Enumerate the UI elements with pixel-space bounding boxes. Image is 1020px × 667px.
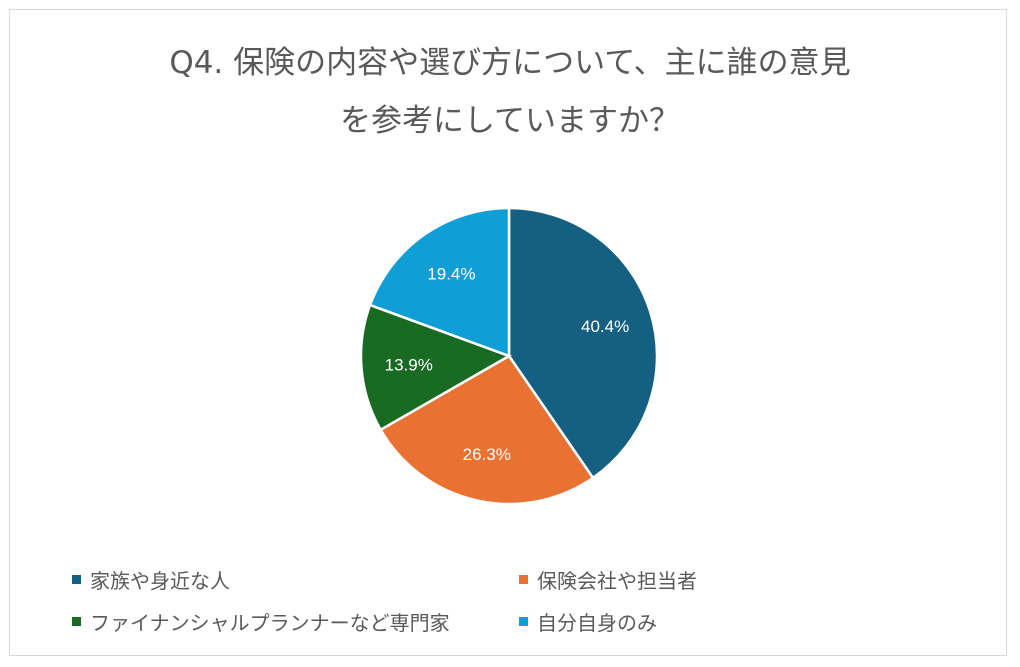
legend-item-self: 自分自身のみ [519,607,657,636]
chart-title: Q4. 保険の内容や選び方について、主に誰の意見 を参考にしていますか？ [0,34,1020,150]
pie-slice [359,303,512,432]
pie-slice [507,206,659,480]
chart-frame [9,9,1007,656]
chart-title-line-2: を参考にしていますか？ [339,103,681,139]
data-label: 19.4% [427,264,475,283]
legend-item-insurer: 保険会社や担当者 [519,565,697,594]
pie-slice [378,354,595,506]
data-label: 13.9% [385,356,433,375]
chart-title-line-1: Q4. 保険の内容や選び方について、主に誰の意見 [169,45,851,81]
pie-slice [368,206,511,358]
legend-label: ファイナンシャルプランナーなど専門家 [90,611,450,635]
legend-swatch [72,575,81,584]
legend-swatch [519,617,528,626]
legend-label: 保険会社や担当者 [537,569,697,593]
legend-swatch [519,575,528,584]
data-label: 40.4% [581,317,629,336]
legend-item-expert: ファイナンシャルプランナーなど専門家 [72,607,450,636]
data-label: 26.3% [463,445,511,464]
legend-swatch [72,617,81,626]
legend-label: 自分自身のみ [537,611,657,635]
legend-item-family: 家族や身近な人 [72,565,230,594]
legend-label: 家族や身近な人 [90,569,230,593]
